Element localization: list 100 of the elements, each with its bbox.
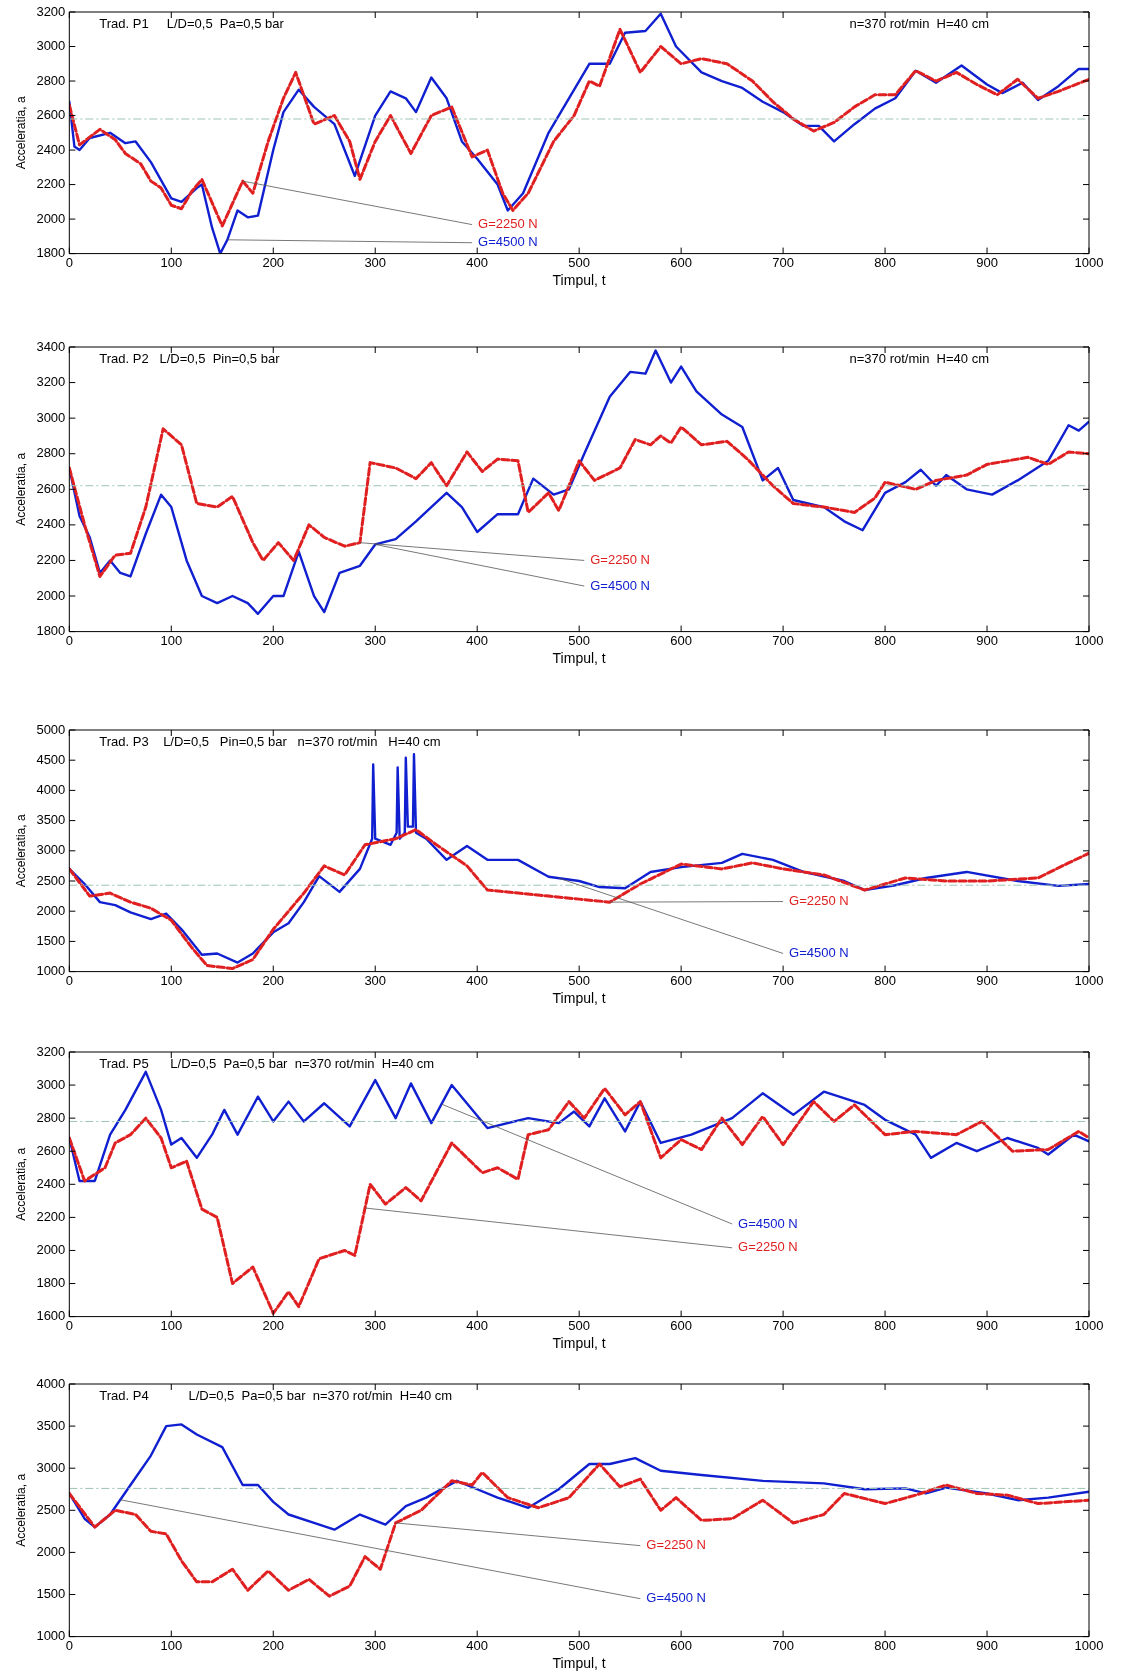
y-tick-label: 2200	[36, 176, 66, 192]
y-tick-label: 2500	[36, 1501, 66, 1517]
y-axis-title: Acceleratia, a	[13, 814, 28, 888]
x-tick-label: 700	[772, 254, 794, 270]
y-tick-label: 3500	[36, 1417, 66, 1433]
y-tick-label: 2800	[36, 72, 66, 88]
x-tick-label: 200	[262, 1637, 285, 1653]
chart-title: Trad. P2 L/D=0,5 Pin=0,5 bar	[99, 351, 281, 367]
y-axis-title: Acceleratia, a	[13, 452, 28, 526]
x-tick-label: 600	[670, 254, 692, 270]
x-axis-title: Timpul, t	[552, 990, 606, 1007]
x-tick-label: 500	[568, 254, 591, 270]
x-tick-label: 200	[262, 1317, 285, 1333]
y-tick-label: 2400	[36, 516, 66, 532]
x-tick-label: 300	[364, 632, 387, 648]
x-tick-label: 200	[262, 632, 285, 648]
x-tick-label: 600	[670, 972, 692, 988]
text: G=4500 N	[738, 1215, 798, 1231]
y-tick-label: 2400	[36, 1175, 66, 1191]
y-tick-label: 3200	[36, 1043, 66, 1059]
y-tick-label: 2000	[36, 210, 66, 226]
x-tick-label: 900	[976, 1637, 998, 1653]
x-axis-title: Timpul, t	[552, 272, 606, 289]
text: G=4500 N	[646, 1590, 706, 1606]
x-tick-label: 300	[364, 972, 387, 988]
x-axis-title: Timpul, t	[552, 1335, 606, 1352]
chart-title: Trad. P5 L/D=0,5 Pa=0,5 bar n=370 rot/min H=40 cm	[99, 1056, 435, 1072]
x-tick-label: 1000	[1074, 254, 1104, 270]
chart-title: Trad. P1 L/D=0,5 Pa=0,5 bar	[99, 16, 285, 32]
x-tick-label: 600	[670, 1317, 692, 1333]
x-tick-label: 300	[364, 1317, 387, 1333]
x-tick-label: 1000	[1074, 632, 1104, 648]
x-tick-label: 0	[65, 254, 73, 270]
y-tick-label: 4000	[36, 1375, 66, 1391]
x-tick-label: 400	[466, 632, 489, 648]
x-tick-label: 700	[772, 632, 794, 648]
x-tick-label: 300	[364, 254, 387, 270]
x-tick-label: 0	[65, 1637, 73, 1653]
chart-subtitle: n=370 rot/min H=40 cm	[849, 351, 989, 367]
x-tick-label: 1000	[1074, 1317, 1104, 1333]
x-tick-label: 800	[874, 972, 896, 988]
x-tick-label: 500	[568, 972, 591, 988]
x-tick-label: 900	[976, 254, 998, 270]
y-tick-label: 1800	[36, 1275, 66, 1291]
y-tick-label: 3500	[36, 812, 66, 828]
x-tick-label: 100	[160, 254, 183, 270]
y-tick-label: 3200	[36, 374, 66, 390]
x-tick-label: 800	[874, 1637, 896, 1653]
x-tick-label: 400	[466, 1637, 489, 1653]
y-tick-label: 2000	[36, 1543, 66, 1559]
y-tick-label: 3000	[36, 409, 66, 425]
y-tick-label: 2200	[36, 1208, 66, 1224]
y-tick-label: 2800	[36, 1109, 66, 1125]
y-axis-title: Acceleratia, a	[13, 96, 28, 170]
text: G=2250 N	[738, 1239, 798, 1255]
x-tick-label: 1000	[1074, 1637, 1104, 1653]
y-tick-label: 4000	[36, 781, 66, 797]
y-tick-label: 2600	[36, 1142, 66, 1158]
x-tick-label: 900	[976, 1317, 998, 1333]
y-tick-label: 3000	[36, 1076, 66, 1092]
x-tick-label: 800	[874, 632, 896, 648]
chart-subtitle: n=370 rot/min H=40 cm	[849, 16, 989, 32]
x-tick-label: 900	[976, 632, 998, 648]
x-tick-label: 100	[160, 972, 183, 988]
x-tick-label: 900	[976, 972, 998, 988]
y-tick-label: 2600	[36, 480, 66, 496]
x-tick-label: 800	[874, 254, 896, 270]
line-series	[69, 828, 1089, 971]
x-tick-label: 700	[772, 1317, 794, 1333]
x-tick-label: 100	[160, 1637, 183, 1653]
y-axis-title: Acceleratia, a	[13, 1473, 28, 1547]
x-tick-label: 400	[466, 1317, 489, 1333]
x-tick-label: 800	[874, 1317, 896, 1333]
y-tick-label: 4500	[36, 751, 66, 767]
y-tick-label: 2000	[36, 1242, 66, 1258]
y-tick-label: 3200	[36, 3, 66, 19]
y-tick-label: 5000	[36, 721, 66, 737]
x-tick-label: 500	[568, 632, 591, 648]
chart-title: Trad. P4 L/D=0,5 Pa=0,5 bar n=370 rot/min H=40 cm	[99, 1388, 453, 1404]
x-tick-label: 0	[65, 1317, 73, 1333]
y-tick-label: 1500	[36, 1586, 66, 1602]
x-tick-label: 700	[772, 1637, 794, 1653]
text: G=4500 N	[478, 234, 538, 250]
x-tick-label: 700	[772, 972, 794, 988]
y-tick-label: 1600	[36, 1308, 66, 1324]
y-tick-label: 2400	[36, 141, 66, 157]
y-tick-label: 3400	[36, 338, 66, 354]
chart-title: Trad. P3 L/D=0,5 Pin=0,5 bar n=370 rot/min H=40 cm	[99, 734, 441, 750]
x-tick-label: 0	[65, 972, 73, 988]
series-label: G=2250 N	[789, 893, 849, 909]
y-tick-label: 1800	[36, 623, 66, 639]
x-axis-title: Timpul, t	[552, 1655, 606, 1672]
text: G=4500 N	[789, 945, 849, 961]
x-tick-label: 100	[160, 1317, 183, 1333]
x-tick-label: 600	[670, 1637, 692, 1653]
x-tick-label: 200	[262, 254, 285, 270]
y-tick-label: 3000	[36, 1459, 66, 1475]
series-label: G=2250 N	[646, 1537, 706, 1553]
series-label: G=2250 N	[478, 216, 538, 232]
y-tick-label: 2500	[36, 872, 66, 888]
